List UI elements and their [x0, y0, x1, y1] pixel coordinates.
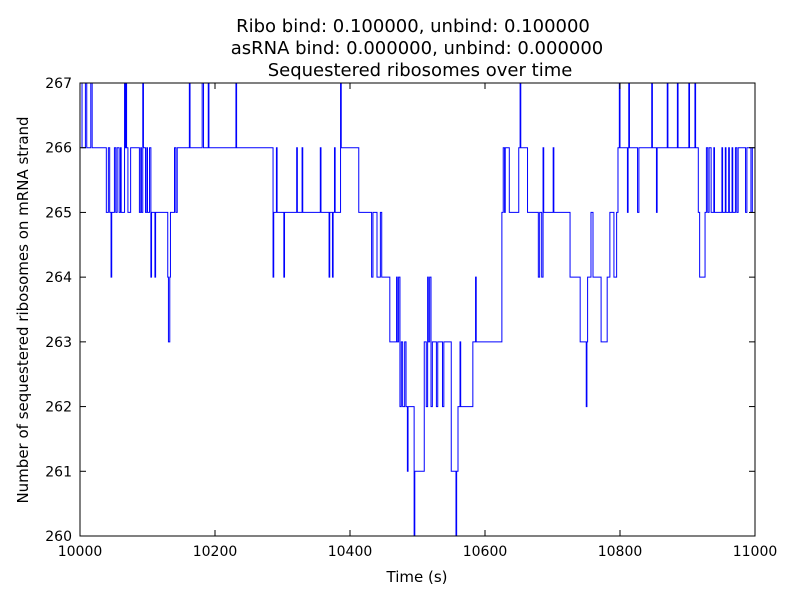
- y-axis-label: Number of sequestered ribosomes on mRNA …: [14, 116, 32, 503]
- y-tick-label: 266: [45, 141, 72, 157]
- y-tick-label: 262: [45, 400, 72, 416]
- x-tick-label: 10800: [598, 544, 643, 560]
- plot-area: [79, 82, 756, 537]
- x-tick-label: 10400: [328, 544, 373, 560]
- x-tick-label: 10600: [463, 544, 508, 560]
- x-tick-labels: 10000 10200 10400 10600 10800 11000: [58, 544, 778, 560]
- y-tick-label: 260: [45, 529, 72, 545]
- x-tick-label: 10200: [193, 544, 238, 560]
- series-layer: [80, 82, 755, 537]
- y-tick-labels: 260 261 262 263 264 265 266 267: [45, 76, 72, 545]
- plot-background: [80, 83, 755, 536]
- x-tick-label: 11000: [733, 544, 778, 560]
- chart-title-line-1: Ribo bind: 0.100000, unbind: 0.100000: [236, 16, 590, 37]
- y-tick-marks: [80, 82, 755, 537]
- y-tick-label: 267: [45, 76, 72, 92]
- y-tick-label: 263: [45, 335, 72, 351]
- chart-title-line-2: asRNA bind: 0.000000, unbind: 0.000000: [231, 38, 604, 59]
- series-line-0: [80, 82, 755, 537]
- x-axis-label: Time (s): [386, 568, 448, 586]
- x-tick-label: 10000: [58, 544, 103, 560]
- y-tick-label: 264: [45, 270, 72, 286]
- y-tick-label: 261: [45, 464, 72, 480]
- chart-title-line-3: Sequestered ribosomes over time: [268, 60, 573, 81]
- plot-frame: [79, 82, 756, 537]
- x-tick-marks: [79, 83, 756, 536]
- y-tick-label: 265: [45, 205, 72, 221]
